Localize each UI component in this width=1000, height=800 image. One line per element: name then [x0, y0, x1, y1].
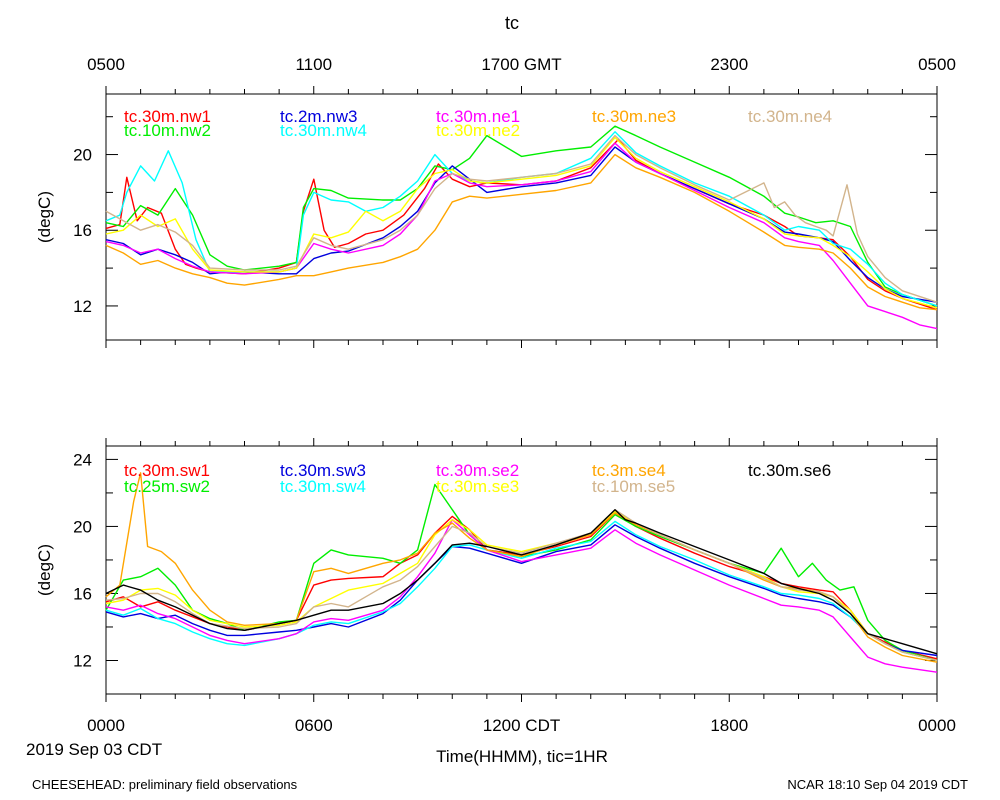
lower-axes: 12 16 20 24: [73, 438, 938, 702]
lower-y-tick-label: 16: [73, 584, 92, 603]
upper-y-tick-label: 16: [73, 221, 92, 240]
bottom-time-axis-labels: 0000 0600 1200 CDT 1800 0000: [87, 716, 956, 735]
legend-entry-tc-30m-ne1: tc.30m.ne1: [436, 107, 520, 126]
legend-entry-tc-25m-sw2: tc.25m.sw2: [124, 477, 210, 496]
series-line-tc-30m-sw4: [105, 520, 938, 662]
bottom-time-tick-label: 0000: [918, 716, 956, 735]
series-line-tc-25m-sw2: [105, 483, 938, 662]
bottom-time-tick-label: 0000: [87, 716, 125, 735]
legend-entry-tc-3m-se4: tc.3m.se4: [592, 461, 666, 480]
legend-entry-tc-30m-sw1: tc.30m.sw1: [124, 461, 210, 480]
series-line-tc-10m-nw2: [105, 125, 938, 307]
upper-y-tick-label: 12: [73, 297, 92, 316]
lower-y-tick-label: 20: [73, 517, 92, 536]
legend-entry-tc-30m-nw4: tc.30m.nw4: [280, 121, 367, 140]
lower-series-lines: [105, 472, 938, 673]
x-axis-label: Time(HHMM), tic=1HR: [436, 747, 608, 766]
legend-entry-tc-2m-nw3: tc.2m.nw3: [280, 107, 357, 126]
top-time-tick-label: 1100: [295, 55, 332, 74]
lower-y-label: (degC): [35, 544, 54, 596]
top-time-axis-labels: 0500 1100 1700 GMT 2300 0500: [87, 55, 956, 74]
series-line-tc-30m-sw3: [105, 524, 938, 657]
legend-entry-tc-30m-nw1: tc.30m.nw1: [124, 107, 211, 126]
upper-plot-frame: [105, 93, 938, 341]
legend-entry-tc-30m-se6: tc.30m.se6: [748, 461, 831, 480]
series-line-tc-10m-se5: [105, 509, 938, 662]
legend-entry-tc-30m-sw3: tc.30m.sw3: [280, 461, 366, 480]
lower-y-tick-label: 12: [73, 651, 92, 670]
legend-entry-tc-30m-sw4: tc.30m.sw4: [280, 477, 366, 496]
top-time-tick-label: 0500: [918, 55, 956, 74]
series-line-tc-30m-ne1: [105, 142, 938, 330]
legend-entry-tc-30m-ne2: tc.30m.ne2: [436, 121, 520, 140]
legend-entry-tc-30m-se2: tc.30m.se2: [436, 461, 519, 480]
lower-y-tick-label: 24: [73, 450, 92, 469]
legend-entry-tc-10m-nw2: tc.10m.nw2: [124, 121, 211, 140]
top-time-tick-label: 2300: [710, 55, 748, 74]
top-time-tick-label: 0500: [87, 55, 125, 74]
legend-entry-tc-10m-se5: tc.10m.se5: [592, 477, 675, 496]
footer-left: CHEESEHEAD: preliminary field observatio…: [32, 777, 298, 792]
footer-right: NCAR 18:10 Sep 04 2019 CDT: [787, 777, 968, 792]
upper-axes: 12 16 20: [73, 86, 938, 348]
series-line-tc-30m-ne4: [105, 134, 938, 303]
lower-plot-frame: [105, 445, 938, 695]
series-line-tc-30m-se2: [105, 519, 938, 673]
series-line-tc-30m-sw1: [105, 512, 938, 660]
upper-y-tick-label: 20: [73, 146, 92, 165]
date-label: 2019 Sep 03 CDT: [26, 740, 162, 759]
upper-series-lines: [105, 125, 938, 330]
series-line-tc-3m-se4: [105, 472, 938, 663]
bottom-time-tick-label: 1800: [710, 716, 748, 735]
series-line-tc-30m-ne2: [105, 136, 938, 309]
bottom-time-tick-label: 1200 CDT: [483, 716, 560, 735]
lower-legend: tc.30m.sw1 tc.30m.sw3 tc.30m.se2 tc.3m.se4 t…: [124, 461, 831, 496]
chart-title: tc: [505, 13, 519, 33]
series-line-tc-30m-ne3: [105, 153, 938, 311]
legend-entry-tc-30m-ne4: tc.30m.ne4: [748, 107, 832, 126]
top-time-tick-label: 1700 GMT: [481, 55, 561, 74]
series-line-tc-30m-se6: [105, 509, 938, 655]
upper-y-label: (degC): [35, 191, 54, 243]
bottom-time-tick-label: 0600: [295, 716, 333, 735]
upper-legend: tc.30m.nw1 tc.2m.nw3 tc.30m.ne1 tc.30m.ne3 t…: [124, 107, 832, 140]
series-line-tc-30m-nw4: [105, 131, 938, 307]
series-line-tc-30m-se3: [105, 510, 938, 662]
legend-entry-tc-30m-ne3: tc.30m.ne3: [592, 107, 676, 126]
legend-entry-tc-30m-se3: tc.30m.se3: [436, 477, 519, 496]
